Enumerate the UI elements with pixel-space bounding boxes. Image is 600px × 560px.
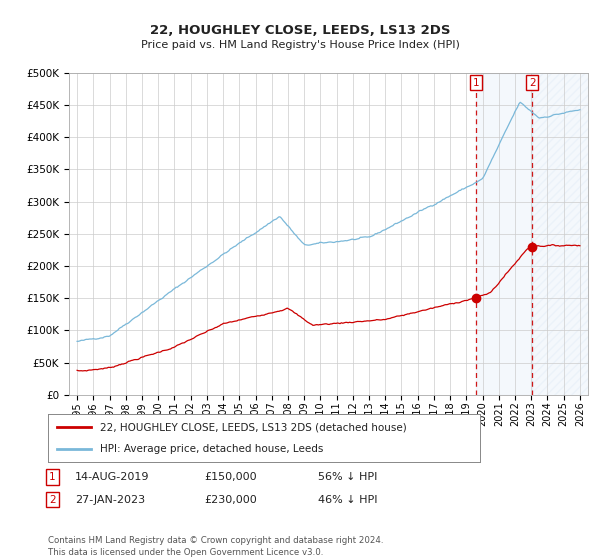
Text: 22, HOUGHLEY CLOSE, LEEDS, LS13 2DS: 22, HOUGHLEY CLOSE, LEEDS, LS13 2DS <box>150 24 450 36</box>
Text: 2: 2 <box>529 78 536 87</box>
Bar <box>532 73 588 395</box>
Text: 1: 1 <box>49 472 56 482</box>
Text: HPI: Average price, detached house, Leeds: HPI: Average price, detached house, Leed… <box>100 444 323 454</box>
Text: 14-AUG-2019: 14-AUG-2019 <box>75 472 149 482</box>
Text: 2: 2 <box>49 494 56 505</box>
Text: 22, HOUGHLEY CLOSE, LEEDS, LS13 2DS (detached house): 22, HOUGHLEY CLOSE, LEEDS, LS13 2DS (det… <box>100 422 407 432</box>
Text: Price paid vs. HM Land Registry's House Price Index (HPI): Price paid vs. HM Land Registry's House … <box>140 40 460 50</box>
Text: 56% ↓ HPI: 56% ↓ HPI <box>318 472 377 482</box>
Text: 27-JAN-2023: 27-JAN-2023 <box>75 494 145 505</box>
Bar <box>476 73 532 395</box>
Text: £150,000: £150,000 <box>204 472 257 482</box>
Text: £230,000: £230,000 <box>204 494 257 505</box>
Text: 46% ↓ HPI: 46% ↓ HPI <box>318 494 377 505</box>
Text: 1: 1 <box>473 78 480 87</box>
Text: Contains HM Land Registry data © Crown copyright and database right 2024.
This d: Contains HM Land Registry data © Crown c… <box>48 536 383 557</box>
